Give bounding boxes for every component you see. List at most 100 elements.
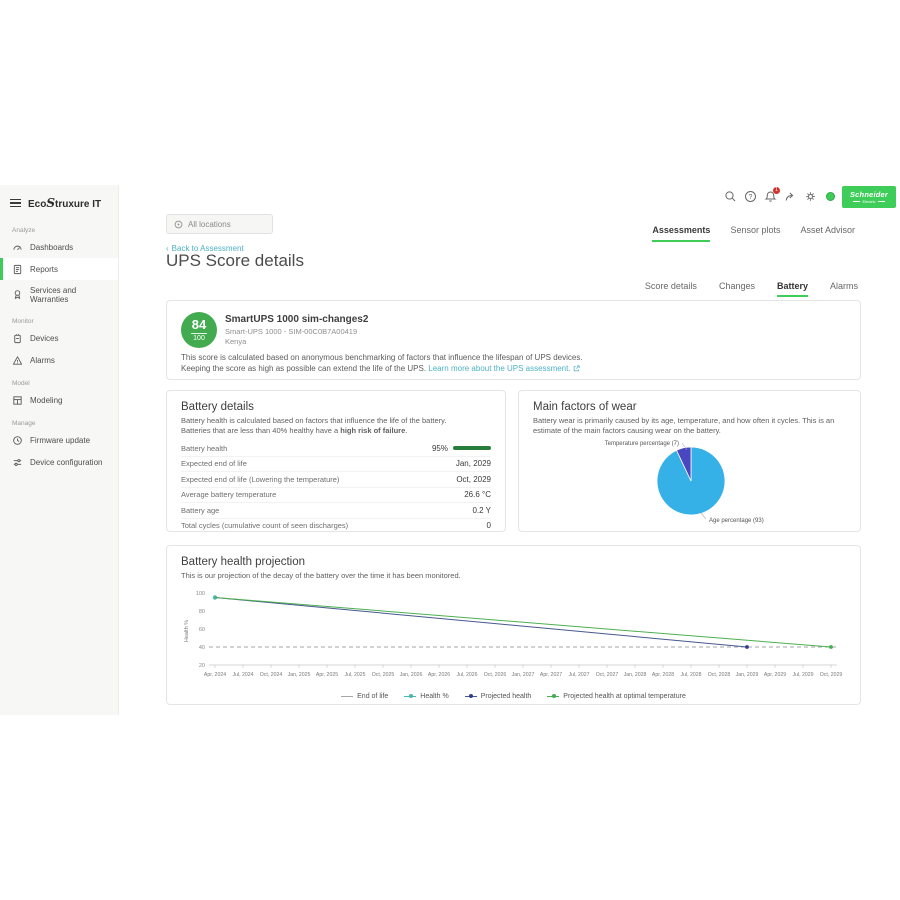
- battery-details-panel: Battery details Battery health is calcul…: [166, 390, 506, 532]
- device-title: SmartUPS 1000 sim-changes2: [225, 314, 369, 325]
- all-locations-label: All locations: [188, 219, 231, 229]
- legend-item-end-of-life: End of life: [341, 693, 388, 700]
- y-axis-title: Health %: [184, 619, 190, 641]
- series-endpoint-projected-health: [745, 644, 749, 649]
- legend-item-projected-health-at-optimal-temperature: Projected health at optimal temperature: [547, 693, 686, 700]
- sidebar-item-dashboards[interactable]: Dashboards: [0, 236, 118, 258]
- legend-item-health: Health %: [404, 693, 449, 700]
- legend-marker: [547, 694, 560, 699]
- detail-value-text: 0.2 Y: [472, 505, 491, 515]
- x-tick-label: Oct, 2025: [372, 672, 395, 678]
- settings-gear-icon[interactable]: [803, 189, 818, 204]
- detail-value-text: 26.6 °C: [464, 490, 491, 500]
- firmware-icon: [12, 435, 23, 446]
- svg-text:?: ?: [749, 194, 753, 201]
- services-icon: [12, 289, 23, 300]
- notification-badge: 1: [773, 187, 780, 194]
- score-card: 84 100 SmartUPS 1000 sim-changes2 Smart-…: [166, 300, 861, 380]
- sidebar-header: EcoStruxure IT: [0, 185, 118, 218]
- notifications-bell-icon[interactable]: 1: [763, 187, 780, 204]
- x-tick-label: Jan, 2025: [288, 672, 311, 678]
- sidebar-section-label: Monitor: [12, 318, 34, 325]
- sidebar-item-firmware-update[interactable]: Firmware update: [0, 429, 118, 451]
- hamburger-menu-icon[interactable]: [10, 198, 21, 208]
- detail-row: Battery age 0.2 Y: [181, 503, 491, 519]
- tab-sensor-plots[interactable]: Sensor plots: [730, 225, 781, 235]
- y-tick-label: 100: [196, 591, 205, 597]
- tab-asset-advisor[interactable]: Asset Advisor: [800, 225, 855, 235]
- x-tick-label: Apr, 2028: [652, 672, 674, 678]
- sidebar-item-devices[interactable]: Devices: [0, 327, 118, 349]
- status-dot-icon: [826, 192, 835, 201]
- detail-value: Oct, 2029: [456, 475, 491, 484]
- detail-value: 95%: [432, 444, 491, 453]
- score-value: 84: [191, 317, 207, 332]
- detail-value-text: Oct, 2029: [456, 474, 491, 484]
- x-tick-label: Apr, 2027: [540, 672, 562, 678]
- learn-more-link[interactable]: Learn more about the UPS assessment.: [428, 364, 571, 373]
- share-icon[interactable]: [783, 189, 798, 204]
- sidebar-item-alarms[interactable]: Alarms: [0, 349, 118, 371]
- x-tick-label: Oct, 2027: [596, 672, 619, 678]
- detail-panels-row: Battery details Battery health is calcul…: [166, 390, 861, 532]
- subtab-changes[interactable]: Changes: [718, 281, 755, 291]
- projection-description: This is our projection of the decay of t…: [181, 571, 461, 580]
- detail-label: Average battery temperature: [181, 490, 277, 500]
- back-to-assessment-link[interactable]: ‹ Back to Assessment: [166, 244, 244, 253]
- main-content: ? 1 Schneider Electric All locations Ass…: [119, 185, 900, 715]
- page-title: UPS Score details: [166, 251, 304, 270]
- legend-marker: [404, 694, 417, 699]
- detail-label: Battery age: [181, 505, 220, 515]
- app-shell: EcoStruxure IT Analyze Dashboards Reports S…: [0, 185, 900, 715]
- sidebar-item-device-configuration[interactable]: Device configuration: [0, 451, 118, 473]
- pie-slice-temperature-percentage-7[interactable]: [675, 446, 692, 482]
- series-endpoint-projected-health-at-optimal-temperature: [829, 644, 833, 649]
- ups-score-badge: 84 100: [181, 312, 217, 348]
- sidebar-item-services-and-warranties[interactable]: Services and Warranties: [0, 280, 118, 309]
- sidebar-section-label: Analyze: [12, 227, 36, 234]
- x-tick-label: Apr, 2029: [764, 672, 786, 678]
- pie-leader-line-age: [700, 512, 707, 520]
- score-total: 100: [193, 335, 205, 342]
- schneider-electric-logo[interactable]: Schneider Electric: [842, 186, 896, 208]
- device-model-serial: Smart-UPS 1000 - SIM-00C0B7A00419: [225, 326, 358, 336]
- detail-row: Expected end of life (Lowering the tempe…: [181, 472, 491, 488]
- device-location: Kenya: [225, 337, 247, 346]
- battery-desc-line2-suffix: .: [405, 425, 408, 435]
- x-tick-label: Oct, 2026: [484, 672, 507, 678]
- y-tick-label: 60: [199, 627, 205, 633]
- score-description: This score is calculated based on anonym…: [181, 352, 583, 375]
- chevron-left-icon: ‹: [166, 244, 169, 253]
- sidebar-section-label: Manage: [12, 420, 36, 427]
- x-tick-label: Apr, 2025: [316, 672, 338, 678]
- subtab-alarms[interactable]: Alarms: [829, 281, 858, 291]
- detail-value: 0: [487, 521, 491, 530]
- logo-prefix: Eco: [28, 199, 47, 210]
- logo-suffix: truxure IT: [55, 199, 102, 210]
- alarm-icon: [12, 355, 23, 366]
- legend-marker: [341, 694, 354, 699]
- x-tick-label: Jul, 2024: [232, 672, 253, 678]
- all-locations-filter[interactable]: All locations: [166, 214, 273, 234]
- sidebar-item-modeling[interactable]: Modeling: [0, 389, 118, 411]
- status-indicator[interactable]: [823, 189, 838, 204]
- x-tick-label: Jul, 2025: [344, 672, 365, 678]
- x-tick-label: Apr, 2026: [428, 672, 450, 678]
- battery-desc-line1: Battery health is calculated based on fa…: [181, 416, 447, 425]
- tab-assessments[interactable]: Assessments: [652, 225, 711, 242]
- legend-label: End of life: [357, 692, 389, 700]
- help-icon[interactable]: ?: [743, 189, 758, 204]
- legend-marker: [464, 694, 477, 699]
- sidebar-section-label: Model: [12, 380, 30, 387]
- sidebar-item-reports[interactable]: Reports: [0, 258, 118, 280]
- subtab-score-details[interactable]: Score details: [644, 281, 697, 291]
- y-tick-label: 80: [199, 609, 205, 615]
- external-link-icon: [573, 364, 580, 375]
- subtab-battery[interactable]: Battery: [776, 281, 808, 297]
- sidebar-item-label: Device configuration: [30, 457, 103, 467]
- x-tick-label: Jan, 2028: [624, 672, 647, 678]
- search-icon[interactable]: [723, 189, 738, 204]
- topbar-icons: ? 1: [723, 187, 838, 204]
- y-tick-label: 40: [199, 645, 205, 651]
- main-factors-of-wear-panel: Main factors of wear Battery wear is pri…: [518, 390, 861, 532]
